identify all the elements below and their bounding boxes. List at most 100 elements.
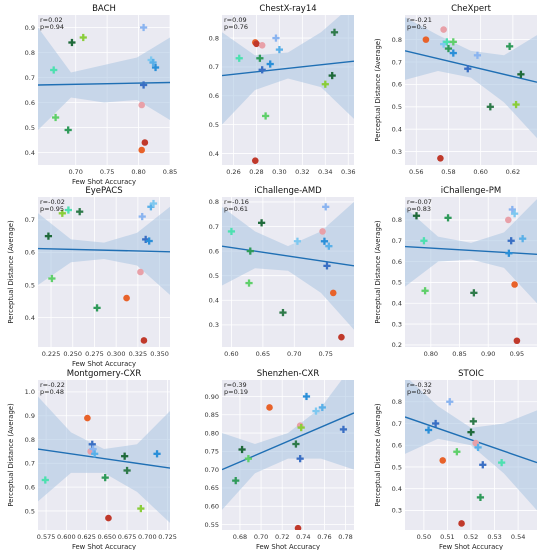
confidence-band: [405, 17, 537, 139]
data-point-plus: [149, 199, 158, 208]
panel-chestx-ray14: 0.26 0.28 0.30 0.32 0.34 0.36 0.4 0.5 0.6 0.7 0.8 C…: [209, 4, 356, 176]
data-point-plus: [138, 212, 146, 221]
data-point-plus: [137, 504, 145, 513]
panel-shenzhen-cxr: 0.68 0.70 0.72 0.74 0.76 0.78 0.55 0.60 0.65 0.70…: [205, 369, 354, 550]
x-axis-label: Few Shot Accuracy: [72, 178, 136, 186]
data-point-plus: [292, 440, 300, 448]
x-tick-label: 0.575: [37, 533, 56, 541]
y-tick-label: 0.5: [209, 121, 219, 129]
confidence-band: [222, 15, 354, 125]
panel-title: CheXpert: [451, 4, 491, 14]
data-point-plus: [453, 448, 461, 456]
y-tick-label: 0.7: [25, 460, 35, 468]
y-tick-label: 0.3: [209, 321, 219, 329]
confidence-band: [405, 380, 537, 511]
data-point-plus: [44, 232, 53, 240]
data-point-circle: [329, 289, 337, 297]
data-point-circle: [138, 101, 146, 109]
data-point-plus: [505, 249, 513, 257]
y-axis-label: Perceptual Distance (Average): [7, 403, 15, 507]
data-point-circle: [258, 41, 266, 49]
data-point-plus: [498, 459, 506, 467]
data-point-plus: [470, 289, 478, 297]
y-tick-label: 0.55: [205, 521, 219, 529]
data-point-plus: [238, 445, 246, 454]
data-point-plus: [142, 235, 150, 243]
data-point-plus: [323, 262, 331, 270]
x-tick-label: 0.85: [163, 168, 177, 176]
x-tick-label: 0.52: [464, 533, 478, 541]
data-point-circle: [105, 514, 112, 522]
data-point-circle: [511, 281, 518, 288]
data-point-plus: [258, 219, 266, 227]
data-point-plus: [41, 476, 49, 484]
plot-content: [222, 15, 354, 164]
data-point-plus: [235, 54, 243, 62]
panel-ichallenge-pm: 0.80 0.85 0.90 0.95 0.2 0.3 0.4 0.5 0.6 0.7 0.8 iCh…: [374, 186, 537, 358]
data-point-circle: [253, 40, 260, 48]
data-point-circle: [140, 337, 148, 344]
data-point-plus: [93, 304, 101, 312]
data-point-plus: [91, 450, 99, 458]
regression-line: [405, 50, 537, 83]
p-annotation: p=0.29: [407, 388, 431, 396]
y-tick-label: 0.4: [25, 314, 35, 322]
x-tick-label: 0.80: [131, 168, 145, 176]
x-tick-label: 0.600: [57, 533, 76, 541]
data-point-plus: [140, 81, 148, 89]
data-point-circle: [439, 457, 447, 464]
x-tick-label: 0.28: [249, 168, 263, 176]
confidence-band: [405, 199, 537, 304]
regression-line: [405, 245, 537, 255]
y-tick-label: 0.6: [392, 442, 402, 450]
y-tick-label: 0.6: [392, 258, 402, 266]
x-tick-label: 0.70: [287, 350, 301, 358]
y-tick-label: 0.6: [25, 483, 35, 491]
data-point-plus: [258, 66, 266, 74]
x-tick-label: 0.250: [63, 350, 82, 358]
x-tick-label: 0.32: [295, 168, 309, 176]
data-point-plus: [121, 452, 129, 460]
x-tick-label: 0.68: [233, 533, 247, 541]
plot-content: [38, 199, 170, 344]
data-point-plus: [145, 237, 153, 245]
p-annotation: p=0.83: [407, 205, 431, 213]
x-tick-label: 0.90: [481, 350, 495, 358]
data-point-plus: [511, 210, 519, 218]
data-point-circle: [458, 520, 465, 527]
y-tick-label: 0.5: [392, 103, 402, 111]
p-annotation: p=0.94: [40, 23, 64, 31]
y-tick-label: 0.3: [392, 148, 402, 156]
data-point-plus: [479, 461, 487, 469]
r-annotation: r=-0.22: [40, 381, 65, 389]
data-point-plus: [517, 70, 525, 78]
data-point-circle: [141, 139, 149, 146]
y-tick-label: 0.3: [392, 507, 402, 515]
y-tick-label: 0.3: [392, 320, 402, 328]
r-annotation: r=0.09: [224, 16, 247, 24]
data-point-plus: [293, 237, 302, 245]
panel-eyepacs: 0.225 0.250 0.275 0.300 0.325 0.350 0.4 0.5 0.6 0…: [7, 186, 170, 368]
data-point-plus: [312, 407, 320, 415]
x-tick-label: 0.625: [77, 533, 96, 541]
data-point-plus: [421, 287, 429, 295]
x-tick-label: 0.26: [226, 168, 240, 176]
y-tick-label: 0.5: [209, 272, 219, 280]
x-axis-label: Few Shot Accuracy: [72, 360, 136, 368]
panel-title: iChallenge-AMD: [254, 186, 322, 196]
y-tick-label: 0.5: [392, 463, 402, 471]
y-tick-label: 0.6: [392, 81, 402, 89]
data-point-plus: [227, 227, 236, 236]
x-tick-label: 0.72: [275, 533, 289, 541]
x-tick-label: 0.62: [506, 168, 520, 176]
p-annotation: p=0.61: [224, 205, 248, 213]
x-tick-label: 0.85: [452, 350, 466, 358]
p-annotation: p=0.76: [224, 23, 248, 31]
y-tick-label: 0.4: [392, 125, 402, 133]
data-point-plus: [262, 112, 270, 120]
data-point-plus: [507, 237, 515, 245]
y-tick-label: 0.8: [392, 36, 402, 44]
data-point-plus: [244, 455, 252, 463]
data-point-plus: [245, 279, 253, 287]
data-point-plus: [88, 440, 96, 448]
